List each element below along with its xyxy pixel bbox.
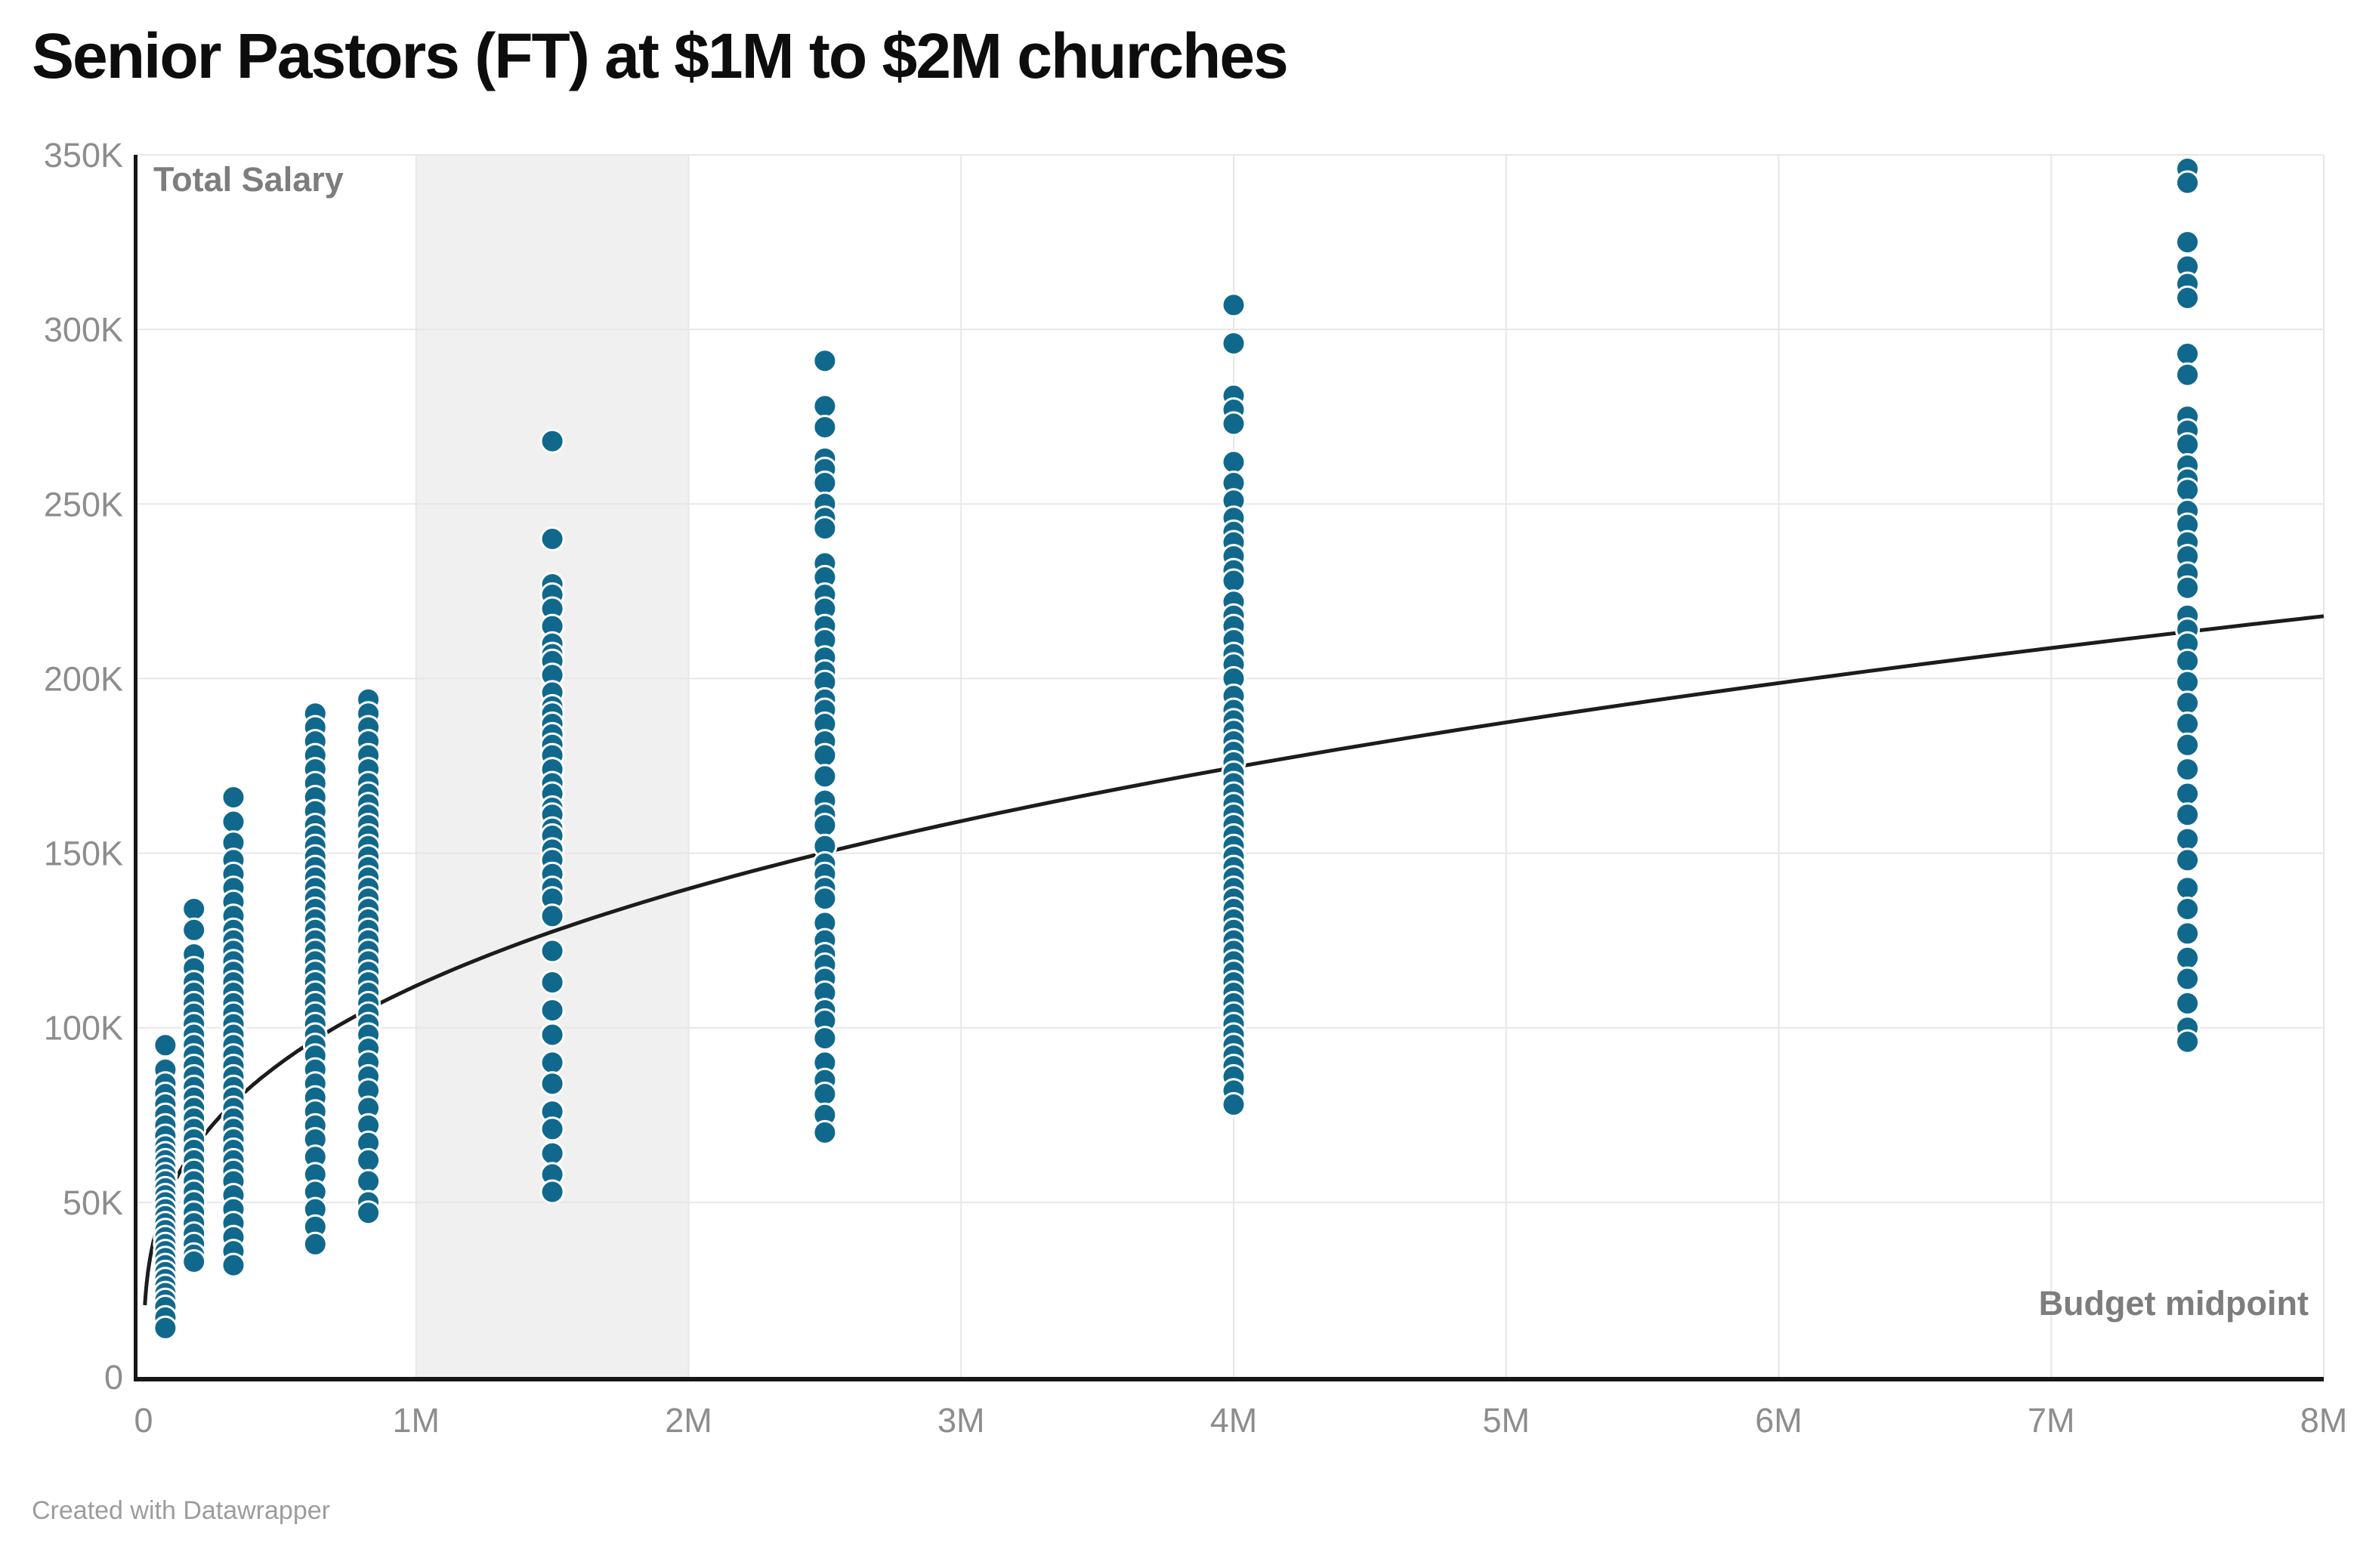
y-tick-label: 250K <box>44 485 123 523</box>
x-tick-label: 4M <box>1210 1401 1258 1440</box>
scatter-point[interactable] <box>812 348 838 374</box>
scatter-point[interactable] <box>153 1032 178 1058</box>
y-tick-label: 0 <box>104 1358 123 1397</box>
scatter-point[interactable] <box>221 1252 246 1278</box>
scatter-point[interactable] <box>812 415 838 440</box>
scatter-point[interactable] <box>539 903 565 929</box>
scatter-point[interactable] <box>356 1147 382 1173</box>
scatter-point[interactable] <box>2175 781 2201 807</box>
x-tick-label: 5M <box>1482 1401 1530 1440</box>
scatter-point[interactable] <box>2175 477 2201 503</box>
scatter-point[interactable] <box>2175 170 2201 196</box>
scatter-point[interactable] <box>1221 449 1246 475</box>
scatter-point[interactable] <box>812 394 838 419</box>
x-tick-label: 6M <box>1755 1401 1803 1440</box>
scatter-point[interactable] <box>2175 1029 2201 1054</box>
attribution-footer: Created with Datawrapper <box>32 1496 330 1525</box>
scatter-point[interactable] <box>2175 575 2201 600</box>
scatter-point[interactable] <box>539 1179 565 1205</box>
scatter-point[interactable] <box>2175 286 2201 310</box>
scatter-point[interactable] <box>2175 921 2201 946</box>
scatter-point[interactable] <box>812 471 838 495</box>
scatter-point[interactable] <box>356 1200 382 1226</box>
y-tick-label: 300K <box>44 310 123 349</box>
scatter-point[interactable] <box>812 1082 838 1107</box>
scatter-point[interactable] <box>539 970 565 995</box>
scatter-point[interactable] <box>2175 362 2201 387</box>
y-axis-label: Total Salary <box>153 160 344 199</box>
scatter-point[interactable] <box>221 785 246 810</box>
scatter-point[interactable] <box>2175 875 2201 901</box>
scatter-point[interactable] <box>181 1249 207 1274</box>
scatter-point[interactable] <box>2175 990 2201 1016</box>
y-tick-label: 150K <box>44 835 123 873</box>
scatter-point[interactable] <box>812 1119 838 1145</box>
scatter-point[interactable] <box>2175 826 2201 852</box>
chart-title: Senior Pastors (FT) at $1M to $2M church… <box>32 20 1289 91</box>
scatter-point[interactable] <box>2175 732 2201 758</box>
scatter-point[interactable] <box>1221 331 1246 357</box>
scatter-point[interactable] <box>2175 966 2201 992</box>
x-axis-line <box>134 1377 2324 1381</box>
scatter-point[interactable] <box>181 917 207 943</box>
x-axis-label: Budget midpoint <box>2038 1284 2309 1323</box>
x-tick-label: 7M <box>2028 1401 2075 1440</box>
scatter-point[interactable] <box>539 1050 565 1076</box>
scatter-point[interactable] <box>812 1026 838 1051</box>
scatter-point[interactable] <box>2175 945 2201 971</box>
x-tick-label: 2M <box>665 1401 712 1440</box>
scatter-point[interactable] <box>1221 411 1246 437</box>
scatter-point[interactable] <box>221 809 246 835</box>
scatter-point[interactable] <box>1221 292 1246 318</box>
x-tick-label: 1M <box>392 1401 440 1440</box>
scatter-point[interactable] <box>2175 757 2201 782</box>
x-tick-label: 0 <box>134 1401 153 1440</box>
scatter-point[interactable] <box>539 938 565 964</box>
y-tick-label: 350K <box>44 136 123 174</box>
scatter-point[interactable] <box>2175 230 2201 255</box>
scatter-point[interactable] <box>539 1071 565 1097</box>
y-tick-label: 100K <box>44 1009 123 1048</box>
scatter-point[interactable] <box>2175 802 2201 828</box>
scatter-point[interactable] <box>1221 1091 1246 1117</box>
scatter-point[interactable] <box>2175 341 2201 366</box>
scatter-point[interactable] <box>2175 897 2201 921</box>
y-tick-label: 200K <box>44 659 123 698</box>
scatter-point[interactable] <box>539 1141 565 1166</box>
y-tick-label: 50K <box>63 1184 123 1222</box>
x-tick-label: 3M <box>938 1401 985 1440</box>
scatter-point[interactable] <box>539 998 565 1023</box>
scatter-point[interactable] <box>2175 432 2201 458</box>
scatter-point[interactable] <box>2175 669 2201 695</box>
scatter-point[interactable] <box>356 1168 382 1194</box>
scatter-point[interactable] <box>2175 711 2201 736</box>
scatter-point[interactable] <box>539 428 565 454</box>
scatter-point[interactable] <box>812 516 838 542</box>
scatter-point[interactable] <box>539 526 565 551</box>
scatter-point[interactable] <box>302 1231 328 1257</box>
scatter-point[interactable] <box>812 764 838 789</box>
scatter-point[interactable] <box>812 742 838 768</box>
scatter-point[interactable] <box>539 1022 565 1048</box>
scatter-point[interactable] <box>2175 648 2201 674</box>
scatter-point[interactable] <box>153 1315 178 1341</box>
scatter-point[interactable] <box>2175 847 2201 873</box>
scatter-point[interactable] <box>812 813 838 838</box>
x-tick-label: 8M <box>2300 1401 2348 1440</box>
scatter-point[interactable] <box>812 886 838 912</box>
y-axis-line <box>134 155 137 1377</box>
scatter-point[interactable] <box>181 897 207 921</box>
scatter-point[interactable] <box>539 1116 565 1142</box>
scatter-point[interactable] <box>1221 568 1246 594</box>
scatter-point[interactable] <box>2175 690 2201 716</box>
